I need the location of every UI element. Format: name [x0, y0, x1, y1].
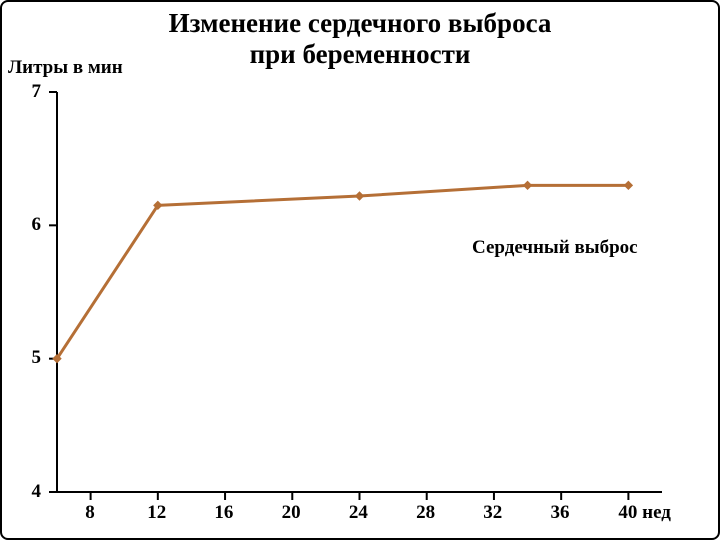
x-tick-label: 20	[282, 502, 301, 524]
x-tick-label: 28	[416, 502, 435, 524]
y-tick-label: 4	[32, 481, 42, 503]
x-tick-label: 8	[85, 502, 95, 524]
x-tick-label: 40 нед	[618, 502, 671, 524]
x-tick-label: 32	[483, 502, 502, 524]
y-tick-label: 7	[32, 81, 42, 103]
x-tick-label: 12	[147, 502, 166, 524]
x-tick-label: 16	[214, 502, 233, 524]
x-tick-label: 24	[349, 502, 368, 524]
chart-plot-area	[2, 2, 720, 540]
y-tick-label: 5	[32, 347, 42, 369]
x-tick-label: 36	[551, 502, 570, 524]
y-tick-label: 6	[32, 214, 42, 236]
chart-container: Изменение сердечного выброса при беремен…	[0, 0, 720, 540]
